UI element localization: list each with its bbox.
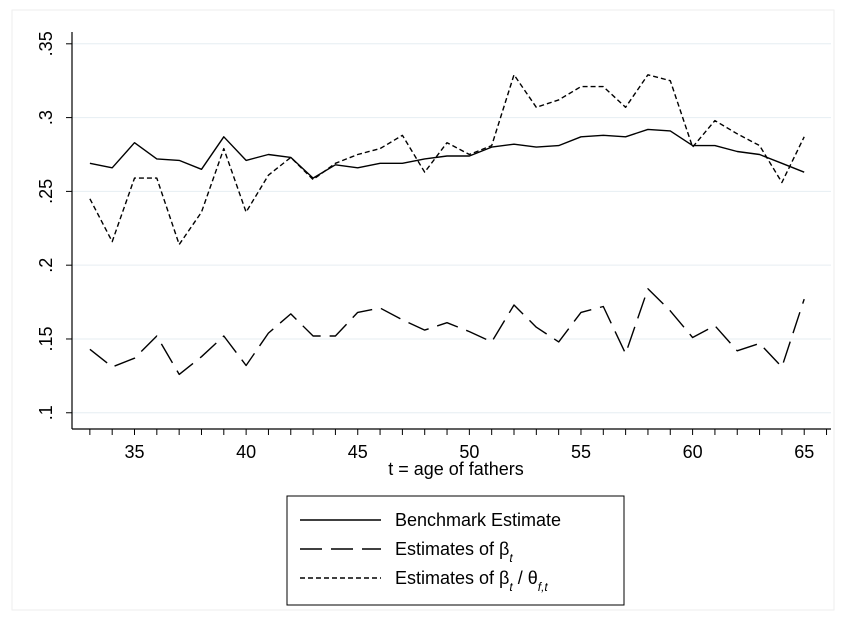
series-line	[89, 74, 805, 246]
y-tick-label: .3	[36, 110, 56, 125]
y-tick-label: .35	[36, 31, 56, 56]
y-tick-label: .15	[36, 326, 56, 351]
x-tick-label: 65	[794, 442, 814, 462]
x-tick-label: 40	[236, 442, 256, 462]
y-tick-label: .25	[36, 179, 56, 204]
x-axis-title: t = age of fathers	[388, 459, 524, 479]
legend-label: Benchmark Estimate	[395, 510, 561, 530]
legend-box	[286, 495, 625, 606]
legend: Benchmark Estimate Estimates of βt Estimat…	[286, 495, 625, 606]
x-axis-ticks: 35 40 45 50 55 60 65	[89, 429, 828, 462]
x-tick-label: 50	[459, 442, 479, 462]
x-tick-label: 45	[348, 442, 368, 462]
y-tick-label: .2	[36, 258, 56, 273]
series-line	[89, 288, 805, 376]
axes	[71, 32, 831, 430]
y-axis-ticks: .1 .15 .2 .25 .3 .35	[36, 31, 72, 420]
x-tick-label: 55	[571, 442, 591, 462]
series-line	[89, 128, 805, 179]
x-tick-label: 35	[124, 442, 144, 462]
legend-label: Estimates of βt / θf,t	[395, 568, 548, 594]
x-tick-label: 60	[683, 442, 703, 462]
legend-label: Estimates of βt	[395, 539, 513, 565]
series-lines	[89, 74, 805, 376]
gridlines	[72, 43, 831, 414]
y-tick-label: .1	[36, 405, 56, 420]
